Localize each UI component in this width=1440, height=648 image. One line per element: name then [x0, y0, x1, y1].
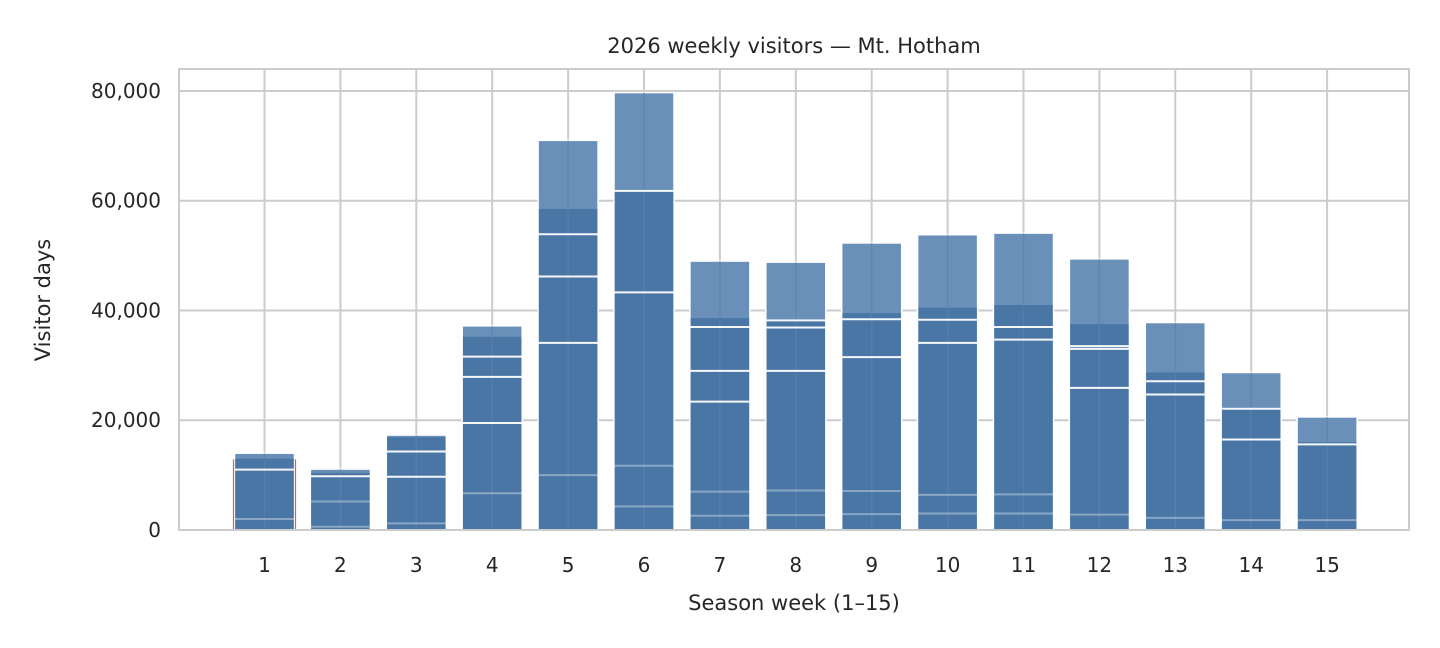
- y-tick-label: 80,000: [91, 79, 161, 103]
- y-tick-label: 40,000: [91, 298, 161, 322]
- x-tick-label: 11: [1011, 553, 1036, 577]
- chart-title: 2026 weekly visitors — Mt. Hotham: [607, 34, 981, 58]
- bars: [233, 91, 1358, 531]
- x-tick-labels: 1 2 3 4 5 6 7 8 9 10 11 12 13 14 15: [258, 553, 1340, 577]
- x-tick-label: 13: [1163, 553, 1188, 577]
- x-axis-title: Season week (1–15): [688, 591, 900, 615]
- x-tick-label: 10: [935, 553, 960, 577]
- x-tick-label: 2: [334, 553, 347, 577]
- x-tick-label: 15: [1314, 553, 1339, 577]
- x-tick-label: 5: [562, 553, 575, 577]
- x-tick-label: 7: [714, 553, 727, 577]
- y-tick-label: 20,000: [91, 408, 161, 432]
- x-tick-label: 6: [638, 553, 651, 577]
- y-tick-label: 0: [148, 518, 161, 542]
- y-tick-labels: 0 20,000 40,000 60,000 80,000: [91, 79, 161, 542]
- x-tick-label: 3: [410, 553, 423, 577]
- x-tick-label: 9: [865, 553, 878, 577]
- x-tick-label: 12: [1087, 553, 1112, 577]
- plot-frame: [178, 68, 1410, 531]
- x-tick-label: 8: [789, 553, 802, 577]
- x-tick-label: 1: [258, 553, 271, 577]
- x-tick-label: 4: [486, 553, 499, 577]
- highlight-bracket: [232, 459, 297, 530]
- y-axis-title: Visitor days: [31, 239, 55, 361]
- x-tick-label: 14: [1238, 553, 1263, 577]
- y-tick-label: 60,000: [91, 189, 161, 213]
